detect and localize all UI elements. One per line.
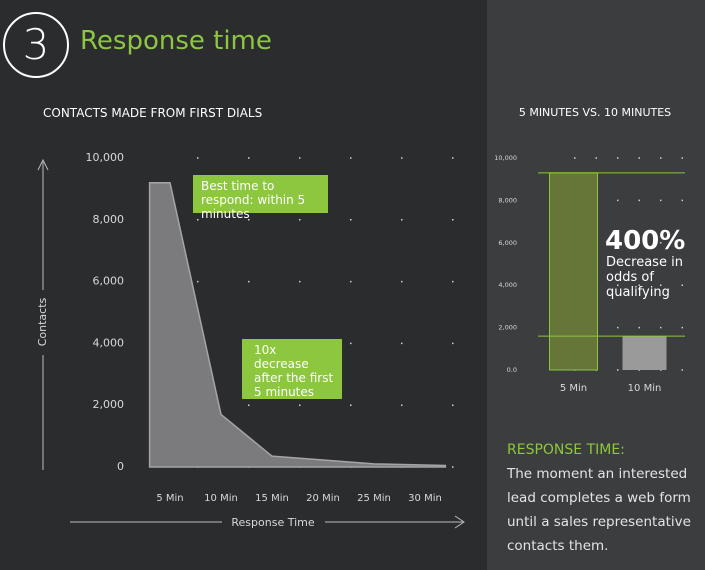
x-tick-label: 20 Min (306, 493, 340, 504)
y-tick-label: 8,000 (93, 213, 125, 226)
y-tick-label: 4,000 (498, 281, 517, 289)
bar (549, 172, 598, 371)
y-tick-label: 6,000 (93, 275, 125, 288)
x-tick-label: 30 Min (408, 493, 442, 504)
x-tick-label: 5 Min (156, 493, 183, 504)
sidebar-text: The moment an interested lead completes … (507, 466, 691, 554)
x-tick-label: 10 Min (204, 493, 238, 504)
chart-title: CONTACTS MADE FROM FIRST DIALS (43, 106, 263, 120)
y-tick-label: 2,000 (498, 324, 517, 332)
sidebar-heading: RESPONSE TIME: (507, 442, 625, 458)
arrow-head (37, 158, 49, 171)
y-tick-label: 10,000 (494, 154, 517, 162)
arrow-head (454, 515, 465, 529)
y-tick-label: 4,000 (93, 336, 125, 349)
y-tick-label: 8,000 (498, 196, 517, 204)
y-tick-label: 0.0 (507, 366, 517, 374)
y-tick-label: 10,000 (86, 151, 125, 164)
bar (622, 336, 667, 370)
y-axis-label: Contacts (36, 297, 49, 346)
y-tick-label: 0 (117, 460, 124, 473)
x-tick-label: 10 Min (628, 383, 662, 394)
x-tick-label: 15 Min (255, 493, 289, 504)
y-tick-label: 6,000 (498, 239, 517, 247)
number-circle (3, 12, 69, 78)
annotation: Decrease in odds of qualifying (606, 255, 683, 300)
annotation-big: 400% (605, 226, 686, 256)
x-axis-label: Response Time (231, 516, 314, 529)
area (148, 181, 447, 468)
annotation: Best time to respond: within 5 minutes (193, 175, 328, 221)
x-tick-label: 5 Min (560, 383, 587, 394)
annotation: 10x decrease after the first 5 minutes (242, 339, 342, 399)
page-title: Response time (80, 26, 272, 56)
section-number: 3 (22, 20, 50, 69)
y-tick-label: 2,000 (93, 398, 125, 411)
x-tick-label: 25 Min (357, 493, 391, 504)
chart-title: 5 MINUTES VS. 10 MINUTES (518, 106, 672, 119)
